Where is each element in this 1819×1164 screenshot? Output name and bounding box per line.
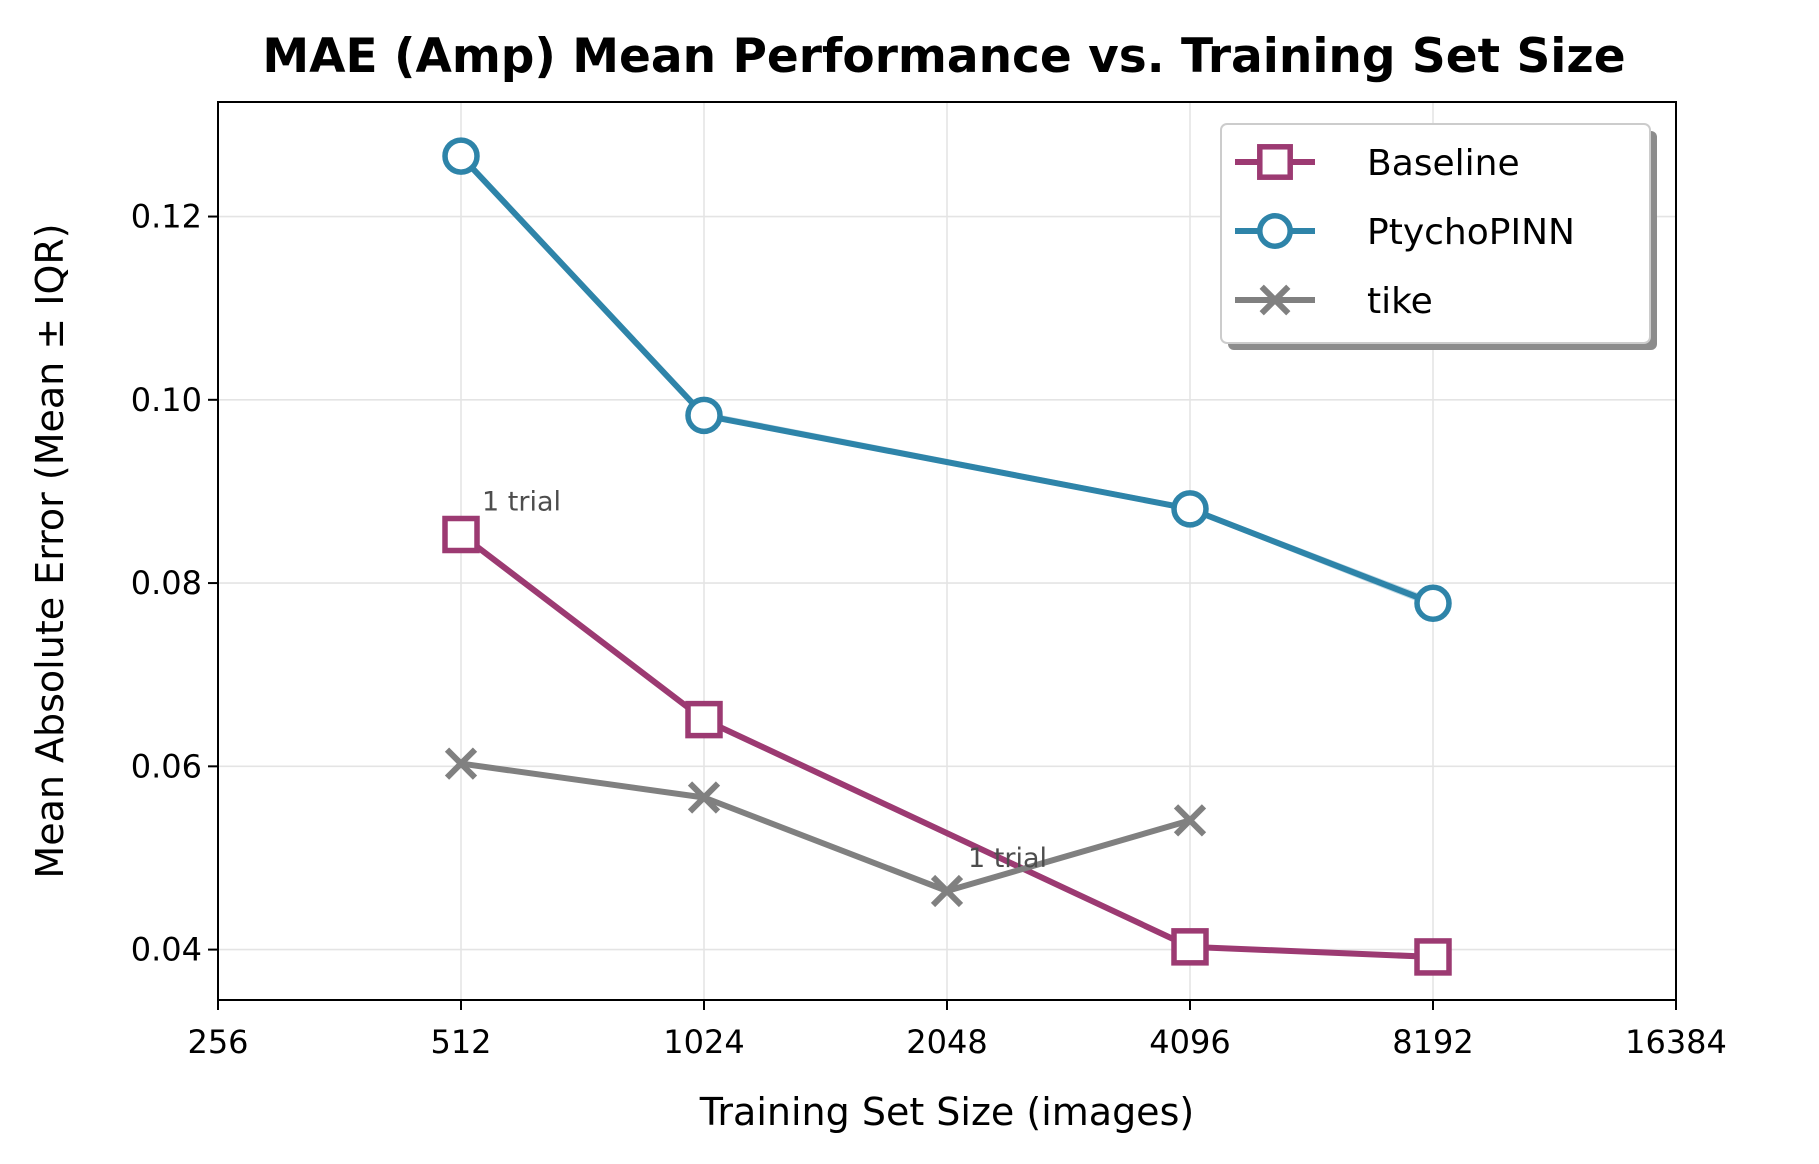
annotations: 1 trial 1 trial xyxy=(482,487,1047,874)
y-tick-label: 0.10 xyxy=(131,381,202,419)
baseline-point xyxy=(442,515,480,554)
x-marker-stroke xyxy=(1173,804,1207,837)
chart-title: MAE (Amp) Mean Performance vs. Training … xyxy=(262,29,1625,84)
axis-ticks: 256 512 1024 2048 4096 8192 16384 0.04 0.06 0.08 0… xyxy=(131,198,1727,1061)
x-tick-label: 512 xyxy=(430,1023,491,1061)
x-tick-label: 16384 xyxy=(1625,1023,1727,1061)
x-tick-label: 8192 xyxy=(1392,1023,1473,1061)
ptychopinn-line xyxy=(458,154,1435,607)
x-tick-label: 4096 xyxy=(1149,1023,1230,1061)
tike-line xyxy=(460,760,1191,894)
iqr-bands xyxy=(461,151,1433,608)
y-axis-label: Mean Absolute Error (Mean ± IQR) xyxy=(28,223,72,878)
x-tick-label: 2048 xyxy=(906,1023,987,1061)
tike-point xyxy=(1173,804,1207,837)
tike-point xyxy=(687,781,721,814)
y-tick-label: 0.12 xyxy=(131,198,202,236)
annotation-label: 1 trial xyxy=(968,843,1047,874)
legend-baseline-marker xyxy=(1257,144,1293,180)
baseline-point xyxy=(1171,928,1209,966)
baseline-point xyxy=(1414,938,1452,976)
ptychopinn-point xyxy=(442,137,480,175)
legend-tike-label: tike xyxy=(1367,281,1433,322)
x-marker-stroke xyxy=(930,874,964,908)
legend-box xyxy=(1220,123,1651,344)
ptychopinn-point xyxy=(1414,584,1452,622)
y-tick-label: 0.06 xyxy=(131,747,202,785)
baseline-line xyxy=(459,532,1434,960)
x-tick-label: 256 xyxy=(187,1023,248,1061)
x-tick-label: 1024 xyxy=(663,1023,744,1061)
x-marker-stroke xyxy=(444,747,478,780)
ptychopinn-point xyxy=(1171,490,1209,528)
baseline-point xyxy=(685,700,723,739)
legend: Baseline PtychoPINN tike xyxy=(1220,123,1657,350)
x-marker-stroke xyxy=(687,781,721,814)
x-marker-stroke xyxy=(1259,284,1291,316)
tike-point xyxy=(930,874,964,908)
legend-ptychopinn-marker xyxy=(1257,213,1293,249)
series-lines xyxy=(442,137,1452,976)
legend-tike-marker xyxy=(1259,284,1291,316)
ptychopinn-iqr-band xyxy=(461,151,1433,608)
legend-ptychopinn-label: PtychoPINN xyxy=(1367,212,1575,253)
y-tick-label: 0.04 xyxy=(131,931,202,969)
legend-baseline-label: Baseline xyxy=(1367,143,1520,184)
annotation-label: 1 trial xyxy=(482,487,561,518)
tike-point xyxy=(444,747,478,780)
x-axis-label: Training Set Size (images) xyxy=(699,1090,1194,1134)
ptychopinn-point xyxy=(685,396,723,435)
y-tick-label: 0.08 xyxy=(131,564,202,602)
